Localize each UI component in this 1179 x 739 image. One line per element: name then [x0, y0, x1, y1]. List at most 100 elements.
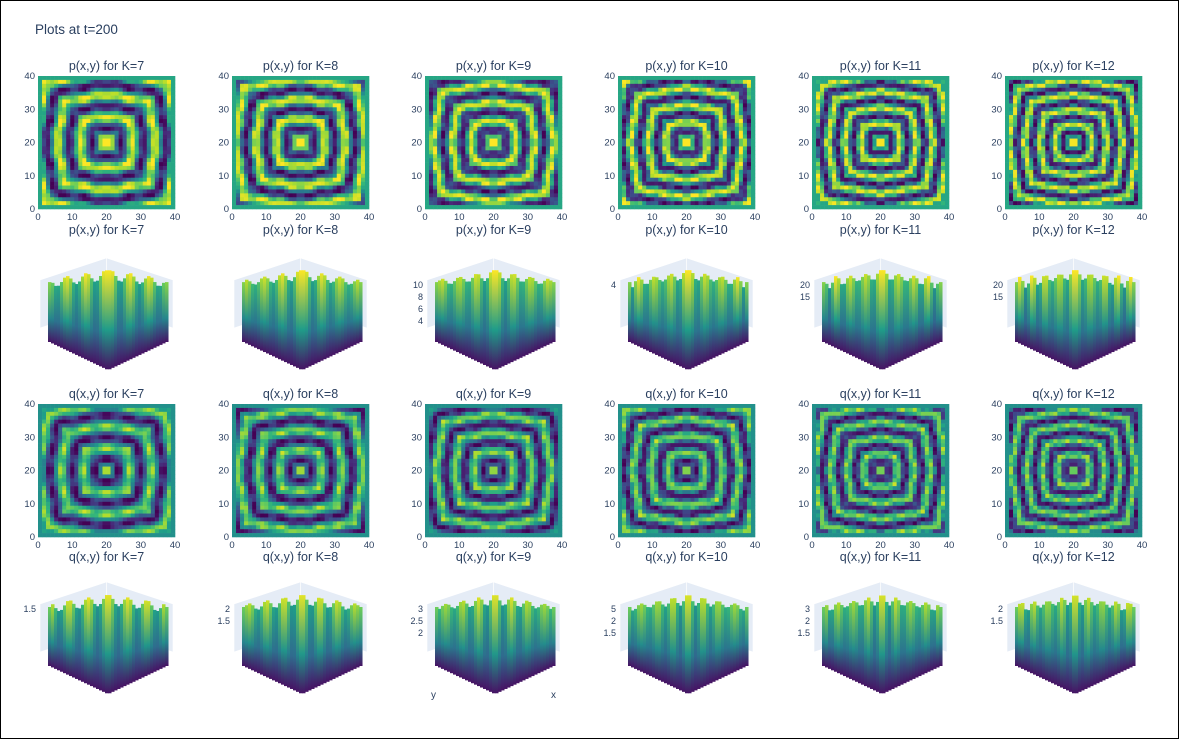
heatmap-cell — [481, 135, 485, 139]
heatmap-cell — [510, 115, 514, 119]
heatmap-cell — [361, 154, 365, 158]
heatmap-cell — [349, 193, 353, 197]
heatmap-cell — [477, 162, 481, 166]
heatmap-cell — [171, 127, 175, 131]
heatmap-cell — [498, 178, 502, 182]
heatmap-cell — [131, 201, 135, 205]
heatmap-cell — [337, 178, 341, 182]
heatmap-cell — [365, 193, 369, 197]
heatmap-cell — [349, 201, 353, 205]
heatmap-cell — [38, 162, 42, 166]
heatmap-cell — [151, 170, 155, 174]
heatmap-cell — [276, 193, 280, 197]
heatmap-cell — [151, 193, 155, 197]
heatmap-cell — [111, 146, 115, 150]
heatmap-cell — [345, 139, 349, 143]
heatmap-cell — [353, 189, 357, 193]
heatmap-cell — [526, 127, 530, 131]
heatmap-cell — [42, 170, 46, 174]
heatmap-cell — [58, 143, 62, 147]
heatmap-cell — [131, 186, 135, 190]
heatmap-cell — [272, 76, 276, 80]
heatmap-cell — [90, 131, 94, 135]
heatmap-cell — [163, 96, 167, 100]
heatmap-cell — [425, 186, 429, 190]
heatmap-cell — [171, 201, 175, 205]
heatmap-cell — [301, 107, 305, 111]
heatmap-cell — [147, 119, 151, 123]
heatmap-cell — [236, 154, 240, 158]
heatmap-cell — [102, 182, 106, 186]
heatmap-cell — [232, 186, 236, 190]
heatmap-cell — [264, 186, 268, 190]
heatmap-cell — [232, 150, 236, 154]
heatmap-cell — [477, 182, 481, 186]
heatmap-cell — [98, 143, 102, 147]
heatmap-cell — [538, 76, 542, 80]
heatmap-cell — [502, 76, 506, 80]
heatmap-cell — [441, 189, 445, 193]
heatmap-cell — [111, 103, 115, 107]
heatmap-cell — [489, 193, 493, 197]
heatmap-cell — [461, 162, 465, 166]
heatmap-cell — [102, 96, 106, 100]
heatmap-cell — [494, 197, 498, 201]
heatmap-cell — [171, 119, 175, 123]
heatmap-cell — [494, 205, 498, 209]
heatmap-cell — [453, 103, 457, 107]
heatmap-cell — [252, 88, 256, 92]
heatmap-cell — [485, 205, 489, 209]
heatmap-cell — [321, 99, 325, 103]
heatmap-cell — [433, 189, 437, 193]
heatmap-cell — [50, 189, 54, 193]
heatmap-cell — [50, 123, 54, 127]
heatmap-cell — [102, 162, 106, 166]
heatmap-cell — [252, 127, 256, 131]
heatmap-cell — [135, 111, 139, 115]
heatmap-cell — [58, 170, 62, 174]
heatmap-cell — [530, 158, 534, 162]
heatmap-cell — [437, 170, 441, 174]
heatmap-cell — [317, 139, 321, 143]
heatmap-cell — [345, 162, 349, 166]
heatmap-cell — [135, 127, 139, 131]
heatmap-cell — [90, 197, 94, 201]
heatmap-cell — [143, 80, 147, 84]
heatmap-cell — [94, 201, 98, 205]
heatmap-cell — [506, 154, 510, 158]
heatmap-cell — [284, 182, 288, 186]
heatmap-cell — [321, 119, 325, 123]
heatmap-cell — [240, 103, 244, 107]
y-tick-label: 40 — [218, 71, 229, 82]
heatmap-cell — [127, 103, 131, 107]
heatmap-cell — [465, 166, 469, 170]
heatmap-cell — [425, 154, 429, 158]
heatmap-cell — [441, 80, 445, 84]
heatmap-cell — [485, 92, 489, 96]
heatmap-cell — [78, 182, 82, 186]
heatmap-cell — [38, 150, 42, 154]
heatmap-cell — [296, 96, 300, 100]
heatmap-cell — [337, 193, 341, 197]
heatmap-cell — [465, 143, 469, 147]
heatmap-cell — [518, 201, 522, 205]
heatmap-cell — [485, 88, 489, 92]
heatmap-cell — [305, 115, 309, 119]
heatmap-cell — [111, 84, 115, 88]
heatmap-cell — [445, 99, 449, 103]
heatmap-cell — [98, 115, 102, 119]
heatmap-cell — [232, 201, 236, 205]
heatmap-cell — [248, 131, 252, 135]
heatmap-cell — [313, 174, 317, 178]
heatmap-cell — [445, 84, 449, 88]
heatmap-cell — [429, 186, 433, 190]
heatmap-cell — [457, 186, 461, 190]
heatmap-cell — [337, 76, 341, 80]
heatmap-cell — [66, 123, 70, 127]
heatmap-cell — [268, 115, 272, 119]
heatmap-cell — [325, 158, 329, 162]
heatmap-cell — [469, 123, 473, 127]
heatmap-cell — [449, 193, 453, 197]
heatmap-cell — [437, 178, 441, 182]
heatmap-cell — [526, 139, 530, 143]
